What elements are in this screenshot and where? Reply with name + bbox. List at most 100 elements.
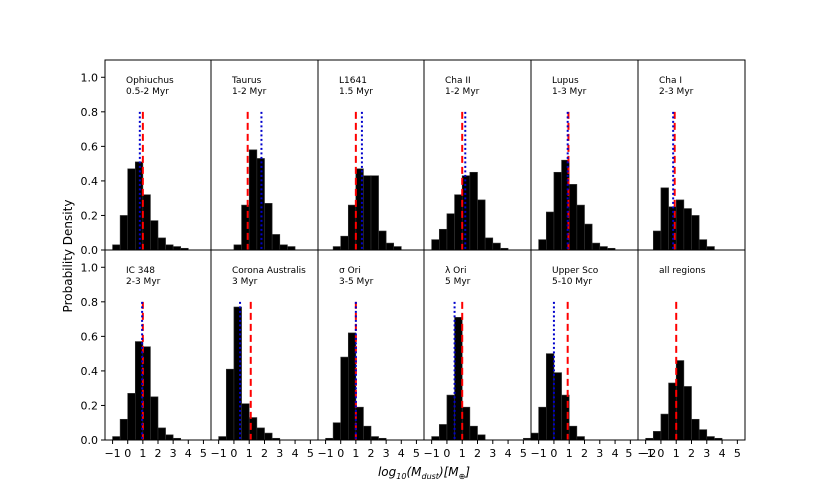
x-tick-label: 0 (230, 447, 237, 460)
histogram-bar (675, 199, 685, 251)
y-tick-label: 0.8 (81, 106, 99, 119)
panel-age-label: 1-2 Myr (232, 87, 267, 97)
x-tick-label: 2 (581, 447, 588, 460)
x-axis-title-open: (M (406, 465, 422, 479)
x-tick-label: 3 (703, 447, 710, 460)
histogram-bar (218, 436, 227, 441)
histogram-bar (279, 244, 288, 251)
histogram-bar (264, 432, 273, 441)
histogram-bar (165, 434, 174, 441)
y-tick-label: 0.4 (81, 365, 99, 378)
histogram-bar (233, 244, 242, 251)
histogram-bar (370, 436, 379, 441)
histogram-bar (683, 386, 692, 441)
x-tick-label: 1 (246, 447, 253, 460)
x-tick-label: −1 (104, 447, 120, 460)
histogram-bar (393, 246, 402, 251)
x-tick-label: −1 (638, 447, 654, 460)
histogram-bar (112, 436, 121, 441)
histogram-bar (119, 215, 129, 251)
y-tick-label: 0.2 (81, 209, 99, 222)
histogram-bar (157, 237, 166, 251)
panel-region-label: Corona Australis (232, 266, 306, 276)
histogram-bar (172, 246, 182, 251)
histogram-bar (477, 434, 486, 441)
histogram-bar (287, 246, 296, 251)
panel-region-label: Ophiuchus (126, 76, 174, 86)
x-tick-label: 1 (459, 447, 466, 460)
y-tick-label: 1.0 (81, 261, 99, 274)
panel-age-label: 2-3 Myr (659, 87, 694, 97)
histogram-bar (119, 418, 129, 441)
x-axis-title-subearth: ⊕ (459, 472, 466, 481)
histogram-bar (484, 237, 494, 251)
histogram-bar (385, 242, 395, 251)
histogram-bar (264, 203, 273, 251)
x-tick-label: −1 (424, 447, 440, 460)
x-tick-label: 1 (673, 447, 680, 460)
x-tick-label: −1 (531, 447, 547, 460)
panel-6: Cha I2-3 Myr (637, 59, 746, 251)
histogram-bar (332, 422, 342, 441)
x-axis-title-log: log (378, 465, 397, 479)
histogram-bar (431, 436, 440, 441)
y-tick-label: 0.4 (81, 175, 99, 188)
histogram-bar (157, 427, 166, 441)
panel-region-label: IC 348 (126, 266, 155, 276)
histogram-bar (438, 424, 448, 441)
panel-region-label: λ Ori (445, 266, 466, 276)
x-tick-label: 4 (719, 447, 726, 460)
histogram-bar (469, 425, 478, 441)
histogram-bar (446, 213, 455, 251)
x-axis-title-subdust: dust (421, 472, 439, 481)
histogram-bar (706, 436, 715, 441)
x-tick-label: 2 (688, 447, 695, 460)
histogram-bar (691, 215, 700, 251)
histogram-bar (127, 168, 136, 251)
histogram-bar (553, 372, 562, 441)
histogram-bar (271, 234, 281, 251)
histogram-bar (492, 242, 501, 251)
histogram-bar (347, 204, 357, 251)
histogram-bar (241, 403, 250, 441)
x-tick-label: 5 (625, 447, 632, 460)
histogram-bar (652, 431, 662, 441)
histogram-bar (660, 413, 669, 441)
panel-12: all regions −1 0 1 2 3 4 5 −2 (637, 249, 746, 460)
histogram-bar (370, 175, 379, 251)
histogram-bar (698, 239, 708, 251)
y-tick-label: 0.0 (81, 434, 99, 447)
panel-4: Cha II1-2 Myr (423, 59, 532, 251)
x-tick-label: 1 (352, 447, 359, 460)
histogram-bar (461, 406, 471, 441)
x-axis-title-sub10: 10 (396, 472, 406, 481)
panel-frame (423, 249, 532, 441)
x-tick-label: 4 (185, 447, 192, 460)
histogram-bar (591, 242, 601, 251)
histogram-bar (477, 199, 486, 251)
panel-region-label: all regions (659, 266, 706, 276)
histogram-bar (545, 211, 555, 251)
x-tick-label: 4 (505, 447, 512, 460)
histogram-bar (355, 406, 364, 441)
x-tick-label: 0 (443, 447, 450, 460)
x-tick-label: 1 (139, 447, 146, 460)
histogram-bar (584, 223, 593, 251)
panel-age-label: 2-3 Myr (126, 277, 161, 287)
y-tick-label: 0.6 (81, 140, 99, 153)
x-tick-label: 1 (566, 447, 573, 460)
histogram-bar (446, 394, 455, 441)
histogram-bar (340, 356, 349, 441)
histogram-bar (568, 425, 578, 441)
histogram-bar (112, 244, 121, 251)
x-tick-label: 2 (261, 447, 268, 460)
histogram-bar (576, 436, 585, 441)
panel-age-label: 1-3 Myr (552, 87, 587, 97)
histogram-bar (256, 427, 265, 441)
panel-age-label: 3 Myr (232, 277, 258, 287)
